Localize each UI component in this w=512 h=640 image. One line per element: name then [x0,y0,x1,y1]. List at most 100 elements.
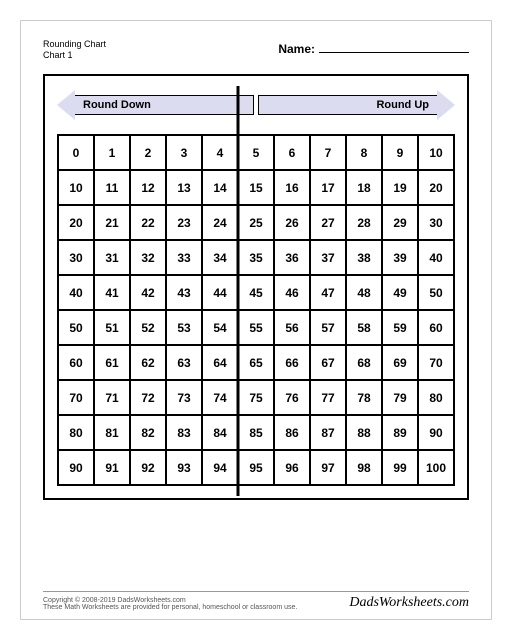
name-blank-line [319,39,469,53]
grid-cell: 58 [346,310,382,345]
grid-cell: 31 [94,240,130,275]
grid-cell: 71 [94,380,130,415]
arrow-right-icon [437,90,455,120]
grid-cell: 40 [58,275,94,310]
grid-cell: 19 [382,170,418,205]
grid-cell: 27 [310,205,346,240]
grid-cell: 89 [382,415,418,450]
grid-cell: 18 [346,170,382,205]
grid-cell: 47 [310,275,346,310]
grid-cell: 78 [346,380,382,415]
grid-cell: 43 [166,275,202,310]
round-down-label: Round Down [83,99,151,111]
grid-cell: 91 [94,450,130,485]
grid-cell: 36 [274,240,310,275]
grid-cell: 4 [202,135,238,170]
grid-cell: 42 [130,275,166,310]
grid-cell: 53 [166,310,202,345]
arrow-right-body: Round Up [258,95,437,115]
grid-cell: 100 [418,450,454,485]
grid-cell: 52 [130,310,166,345]
name-field: Name: [278,39,469,56]
grid-cell: 0 [58,135,94,170]
grid-cell: 1 [94,135,130,170]
grid-cell: 24 [202,205,238,240]
chart-frame: Round Down Round Up 01234567891010111213… [43,74,469,500]
grid-cell: 30 [58,240,94,275]
grid-cell: 60 [58,345,94,380]
grid-cell: 55 [238,310,274,345]
grid-cell: 92 [130,450,166,485]
grid-cell: 21 [94,205,130,240]
grid-cell: 25 [238,205,274,240]
grid-cell: 2 [130,135,166,170]
footer: Copyright © 2008-2019 DadsWorksheets.com… [43,591,469,611]
grid-cell: 80 [58,415,94,450]
grid-cell: 15 [238,170,274,205]
footer-note: These Math Worksheets are provided for p… [43,604,297,611]
grid-cell: 99 [382,450,418,485]
grid-cell: 75 [238,380,274,415]
grid-cell: 10 [58,170,94,205]
grid-cell: 10 [418,135,454,170]
grid-cell: 38 [346,240,382,275]
grid-cell: 46 [274,275,310,310]
grid-cell: 48 [346,275,382,310]
grid-cell: 12 [130,170,166,205]
grid-cell: 65 [238,345,274,380]
grid-cell: 64 [202,345,238,380]
grid-cell: 77 [310,380,346,415]
grid-cell: 7 [310,135,346,170]
grid-cell: 85 [238,415,274,450]
grid-cell: 40 [418,240,454,275]
grid-cell: 29 [382,205,418,240]
grid-cell: 59 [382,310,418,345]
grid-cell: 82 [130,415,166,450]
grid-cell: 45 [238,275,274,310]
grid-cell: 50 [418,275,454,310]
page-title: Rounding Chart [43,39,106,49]
grid-cell: 90 [418,415,454,450]
grid-cell: 26 [274,205,310,240]
grid-cell: 72 [130,380,166,415]
grid-cell: 94 [202,450,238,485]
grid-cell: 34 [202,240,238,275]
grid-cell: 22 [130,205,166,240]
grid-cell: 69 [382,345,418,380]
grid-cell: 44 [202,275,238,310]
grid-cell: 70 [58,380,94,415]
grid-cell: 23 [166,205,202,240]
grid-cell: 17 [310,170,346,205]
center-divider [236,86,239,496]
grid-cell: 8 [346,135,382,170]
grid-cell: 88 [346,415,382,450]
grid-cell: 51 [94,310,130,345]
grid-cell: 96 [274,450,310,485]
grid-cell: 30 [418,205,454,240]
page-subtitle: Chart 1 [43,50,106,60]
grid-cell: 54 [202,310,238,345]
footer-logo: DadsWorksheets.com [349,595,469,611]
grid-cell: 97 [310,450,346,485]
grid-cell: 35 [238,240,274,275]
grid-cell: 39 [382,240,418,275]
grid-cell: 86 [274,415,310,450]
grid-cell: 84 [202,415,238,450]
round-up-label: Round Up [376,99,429,111]
grid-cell: 95 [238,450,274,485]
grid-cell: 56 [274,310,310,345]
grid-cell: 73 [166,380,202,415]
grid-cell: 28 [346,205,382,240]
grid-cell: 13 [166,170,202,205]
grid-wrapper: 0123456789101011121314151617181920202122… [57,134,455,486]
grid-cell: 60 [418,310,454,345]
grid-cell: 5 [238,135,274,170]
grid-cell: 6 [274,135,310,170]
grid-cell: 70 [418,345,454,380]
grid-cell: 61 [94,345,130,380]
grid-cell: 79 [382,380,418,415]
arrow-left-body: Round Down [75,95,254,115]
grid-cell: 93 [166,450,202,485]
grid-cell: 50 [58,310,94,345]
footer-left: Copyright © 2008-2019 DadsWorksheets.com… [43,597,297,611]
